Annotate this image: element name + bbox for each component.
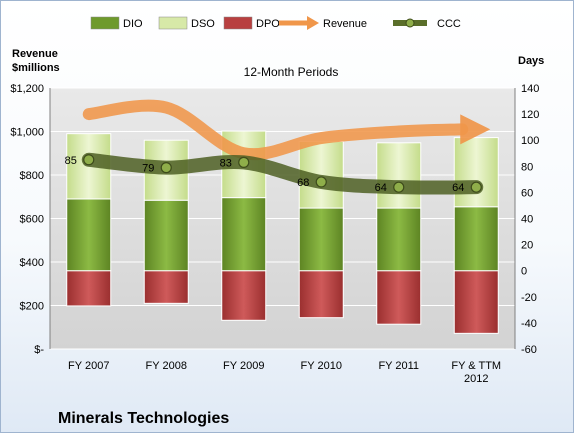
dpo-bar [66, 270, 112, 307]
ccc-data-label: 64 [452, 182, 464, 194]
right-tick-label: 120 [521, 109, 539, 121]
legend-label-dso: DSO [191, 18, 215, 30]
revenue-line [82, 99, 469, 161]
right-axis: -60 -40 -20 0 20 40 60 80 100 120 140 [521, 83, 539, 356]
left-tick-label: $800 [20, 170, 44, 182]
right-tick-label: 40 [521, 214, 533, 226]
right-tick-label: 80 [521, 161, 533, 173]
right-tick-label: 0 [521, 266, 527, 278]
chart-title: 12-Month Periods [244, 65, 339, 79]
legend-swatch-dso [158, 16, 188, 30]
legend-label-dio: DIO [123, 18, 143, 30]
dpo-bar [453, 270, 499, 334]
ccc-data-label: 85 [65, 155, 77, 167]
legend-swatch-dpo [223, 16, 253, 30]
legend-swatch-dio [90, 16, 120, 30]
dso-bar [453, 137, 499, 208]
left-axis-title-line2: $millions [12, 62, 60, 74]
left-tick-label: $600 [20, 214, 44, 226]
ccc-data-label: 79 [142, 163, 154, 175]
left-tick-label: $1,200 [10, 83, 44, 95]
right-tick-label: -60 [521, 344, 537, 356]
right-tick-label: 100 [521, 135, 539, 147]
left-tick-label: $200 [20, 301, 44, 313]
left-axis: $- $200 $400 $600 $800 $1,000 $1,200 [10, 83, 44, 356]
chart-legend: DIO DSO DPO Revenue CCC [90, 16, 461, 30]
right-tick-label: 60 [521, 187, 533, 199]
left-axis-title-line1: Revenue [12, 48, 58, 60]
x-tick-label: FY 2007 [68, 360, 109, 372]
x-tick-label: FY 2011 [378, 360, 419, 372]
x-tick-label: FY 2008 [146, 360, 187, 372]
dio-bar [376, 207, 422, 272]
ccc-data-label: 68 [297, 177, 309, 189]
ccc-data-label: 64 [375, 182, 387, 194]
right-tick-label: -40 [521, 318, 537, 330]
dio-bar [221, 197, 267, 272]
dio-bar [298, 207, 344, 272]
revenue-series [82, 99, 491, 161]
x-axis: FY 2007 FY 2008 FY 2009 FY 2010 FY 2011 FY & … [68, 360, 501, 385]
legend-label-ccc: CCC [437, 18, 461, 30]
x-tick-label: 2012 [464, 373, 488, 385]
ccc-point [315, 176, 327, 188]
right-tick-label: 20 [521, 240, 533, 252]
legend-arrowhead-revenue [307, 16, 319, 30]
right-tick-label: -20 [521, 292, 537, 304]
right-tick-label: 140 [521, 83, 539, 95]
right-axis-title: Days [518, 55, 544, 67]
gridlines [49, 87, 516, 350]
x-tick-label: FY 2010 [301, 360, 342, 372]
ccc-point [83, 154, 95, 166]
legend-marker-ccc [405, 18, 415, 28]
dpo-bar [221, 270, 267, 321]
ccc-point [160, 162, 172, 174]
left-tick-label: $1,000 [10, 127, 44, 139]
bar-series [66, 130, 499, 334]
legend-label-dpo: DPO [256, 18, 280, 30]
revenue-arrowhead [460, 114, 491, 145]
dpo-bar [376, 270, 422, 325]
ccc-series: 85 79 83 68 64 64 [65, 152, 484, 195]
ccc-line [81, 152, 484, 195]
x-tick-label: FY & TTM [451, 360, 501, 372]
ccc-data-label: 83 [220, 157, 232, 169]
ccc-point [238, 156, 250, 168]
dio-bar [143, 199, 189, 272]
ccc-point [393, 181, 405, 193]
left-tick-label: $- [34, 344, 44, 356]
dso-bar [376, 142, 422, 209]
dpo-bar [143, 270, 189, 304]
ccc-point [470, 181, 482, 193]
left-tick-label: $400 [20, 257, 44, 269]
dpo-bar [298, 270, 344, 319]
dio-bar [453, 206, 499, 272]
dio-bar [66, 198, 112, 272]
x-tick-label: FY 2009 [223, 360, 264, 372]
company-name: Minerals Technologies [58, 410, 229, 427]
legend-label-revenue: Revenue [323, 18, 367, 30]
